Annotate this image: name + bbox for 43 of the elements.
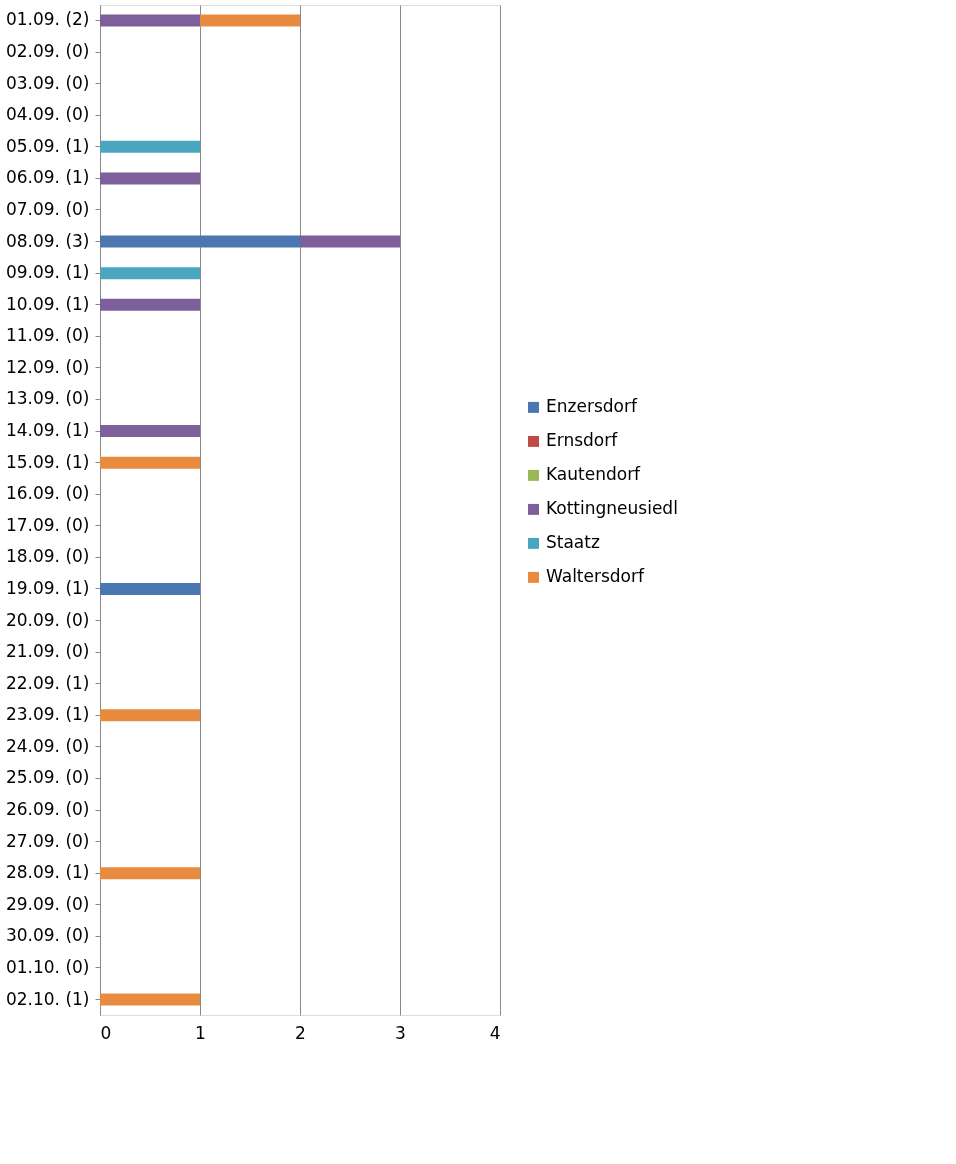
y-tick-label: 07.09. (0) [5,198,90,219]
legend-label: Ernsdorf [546,430,619,451]
y-tick-label: 27.09. (0) [5,830,90,851]
y-tick-label: 02.09. (0) [5,41,90,62]
y-tick-label: 09.09. (1) [5,262,90,283]
y-tick-label: 08.09. (3) [5,230,90,251]
y-tick-label: 02.10. (1) [5,988,90,1009]
y-tick-label: 23.09. (1) [5,704,90,725]
y-tick-label: 29.09. (0) [5,893,90,914]
legend-label: Kautendorf [546,464,642,485]
y-tick-label: 18.09. (0) [5,546,90,567]
legend-label: Waltersdorf [546,566,646,587]
legend-label: Enzersdorf [546,396,638,417]
y-tick-label: 15.09. (1) [5,451,90,472]
y-tick-label: 25.09. (0) [5,767,90,788]
y-tick-label: 06.09. (1) [5,167,90,188]
x-tick-label: 1 [195,1022,206,1043]
y-tick-label: 12.09. (0) [5,356,90,377]
x-tick-label: 3 [395,1022,406,1043]
y-tick-label: 24.09. (0) [5,735,90,756]
legend-label: Kottingneusiedl [546,498,678,519]
y-tick-label: 17.09. (0) [5,514,90,535]
legend-label: Staatz [546,532,600,553]
y-tick-label: 03.09. (0) [5,72,90,93]
y-tick-label: 28.09. (1) [5,862,90,883]
y-tick-label: 11.09. (0) [5,325,90,346]
y-tick-label: 01.09. (2) [5,9,90,30]
y-tick-label: 22.09. (1) [5,672,90,693]
x-tick-label: 2 [295,1022,306,1043]
y-tick-label: 04.09. (0) [5,104,90,125]
y-tick-label: 21.09. (0) [5,641,90,662]
y-tick-label: 19.09. (1) [5,577,90,598]
y-tick-label: 01.10. (0) [5,956,90,977]
x-tick-label: 4 [489,1022,501,1043]
y-tick-label: 30.09. (0) [5,925,90,946]
y-tick-label: 14.09. (1) [5,420,90,441]
y-tick-label: 26.09. (0) [5,799,90,820]
y-tick-label: 05.09. (1) [5,135,90,156]
x-tick-label: 0 [100,1022,112,1043]
y-tick-label: 13.09. (0) [5,388,90,409]
y-tick-label: 16.09. (0) [5,483,90,504]
y-tick-label: 10.09. (1) [5,293,90,314]
y-tick-label: 20.09. (0) [5,609,90,630]
